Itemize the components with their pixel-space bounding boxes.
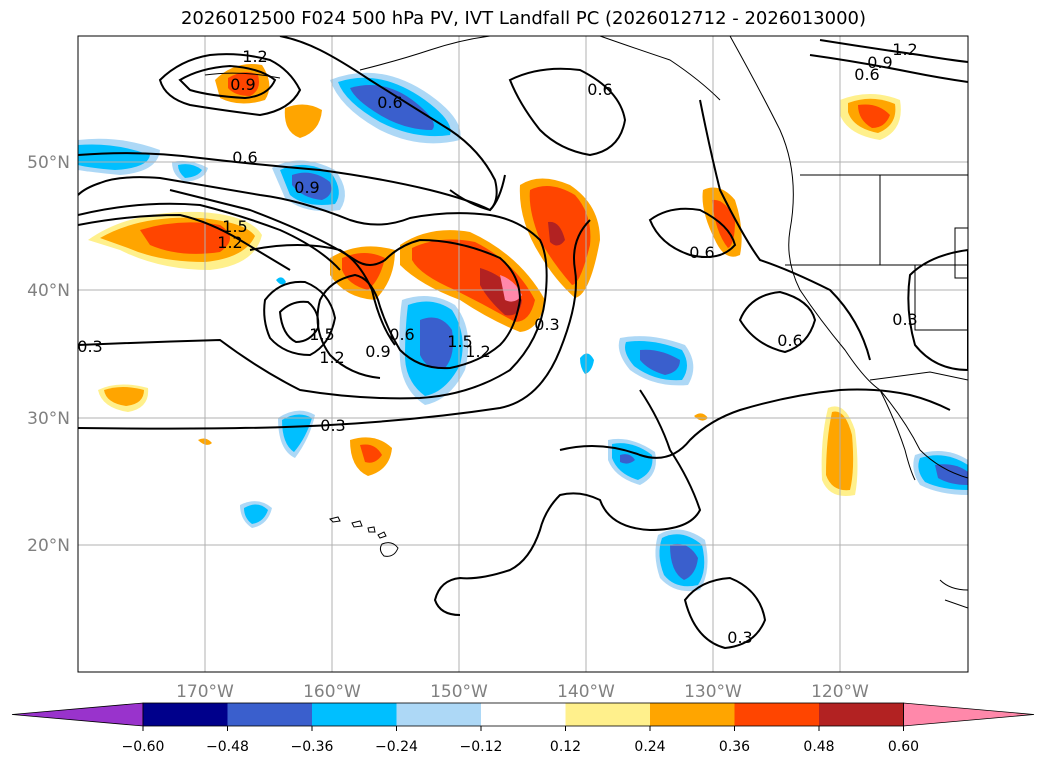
colorbar-segment (227, 703, 313, 726)
lon-label: 160°W (303, 682, 361, 702)
lon-label: 140°W (557, 682, 615, 702)
colorbar-frame (142, 702, 904, 727)
contour-labels: 1.2 0.9 0.6 0.6 0.6 0.9 1.2 0.9 0.6 1.5 … (77, 40, 918, 647)
colorbar-segment (650, 703, 735, 726)
lat-label: 20°N (27, 536, 70, 556)
contour-label: 0.9 (365, 342, 390, 361)
contour-label: 1.5 (447, 332, 472, 351)
contour-label: 0.6 (232, 148, 257, 167)
colorbar-extend-max (903, 702, 1035, 727)
graticule (78, 36, 968, 672)
colorbar-segment (396, 703, 482, 726)
contour-label: 0.3 (892, 310, 917, 329)
contour-label: 1.5 (222, 217, 247, 236)
lat-label: 50°N (27, 153, 70, 173)
contour-label: 0.3 (727, 628, 752, 647)
pv-positive-blobs (88, 64, 901, 496)
pv-negative-blobs (78, 72, 968, 592)
contour-label: 0.6 (854, 65, 879, 84)
colorbar-tick-label: −0.24 (375, 739, 418, 755)
contour-label: 1.5 (309, 325, 334, 344)
coastlines (204, 36, 968, 609)
colorbar-tick-label: −0.48 (206, 739, 249, 755)
lon-label: 130°W (684, 682, 742, 702)
pv-contours (78, 36, 968, 650)
colorbar-tick-label: −0.36 (291, 739, 334, 755)
contour-label: 0.3 (77, 337, 102, 356)
contour-label: 0.6 (689, 243, 714, 262)
lon-label: 150°W (430, 682, 488, 702)
contour-label: 0.6 (777, 331, 802, 350)
colorbar-segment (312, 703, 397, 726)
colorbar-segment (819, 703, 904, 726)
colorbar-tick-label: 0.24 (634, 739, 665, 755)
colorbar (11, 702, 1035, 727)
lon-label: 120°W (811, 682, 869, 702)
contour-label: 0.3 (534, 315, 559, 334)
longitude-labels: 170°W 160°W 150°W 140°W 130°W 120°W (176, 682, 869, 702)
contour-label: 0.9 (294, 178, 319, 197)
colorbar-tick-label: 0.12 (550, 739, 581, 755)
colorbar-tick-label: −0.12 (460, 739, 503, 755)
contour-label: 1.2 (892, 40, 917, 59)
colorbar-tick-label: 0.60 (888, 739, 919, 755)
contour-label: 0.9 (230, 75, 255, 94)
colorbar-segment (143, 703, 228, 726)
colorbar-segment (734, 703, 820, 726)
contour-label: 0.9 (867, 53, 892, 72)
contour-label: 1.2 (217, 233, 242, 252)
map-area: 1.2 0.9 0.6 0.6 0.6 0.9 1.2 0.9 0.6 1.5 … (77, 36, 968, 672)
contour-label: 0.3 (320, 416, 345, 435)
colorbar-tick-label: 0.48 (803, 739, 834, 755)
colorbar-segment (481, 703, 566, 726)
colorbar-extend-min (11, 702, 144, 727)
lat-label: 40°N (27, 281, 70, 301)
map-frame (77, 35, 969, 673)
map-title: 2026012500 F024 500 hPa PV, IVT Landfall… (180, 8, 867, 29)
contour-label: 0.6 (389, 325, 414, 344)
lat-label: 30°N (27, 409, 70, 429)
contour-label: 1.2 (319, 348, 344, 367)
colorbar-tick-label: −0.60 (122, 739, 165, 755)
lon-label: 170°W (176, 682, 234, 702)
colorbar-segment (565, 703, 651, 726)
contour-label: 0.6 (587, 80, 612, 99)
colorbar-tick-label: 0.36 (719, 739, 750, 755)
contour-label: 0.6 (377, 93, 402, 112)
contour-label: 1.2 (465, 342, 490, 361)
latitude-labels: 50°N 40°N 30°N 20°N (27, 153, 70, 556)
hawaii-islands (329, 516, 399, 557)
contour-label: 1.2 (242, 47, 267, 66)
colorbar-ticks: −0.60 −0.48 −0.36 −0.24 −0.12 0.12 0.24 0.36 0.4… (122, 726, 919, 755)
